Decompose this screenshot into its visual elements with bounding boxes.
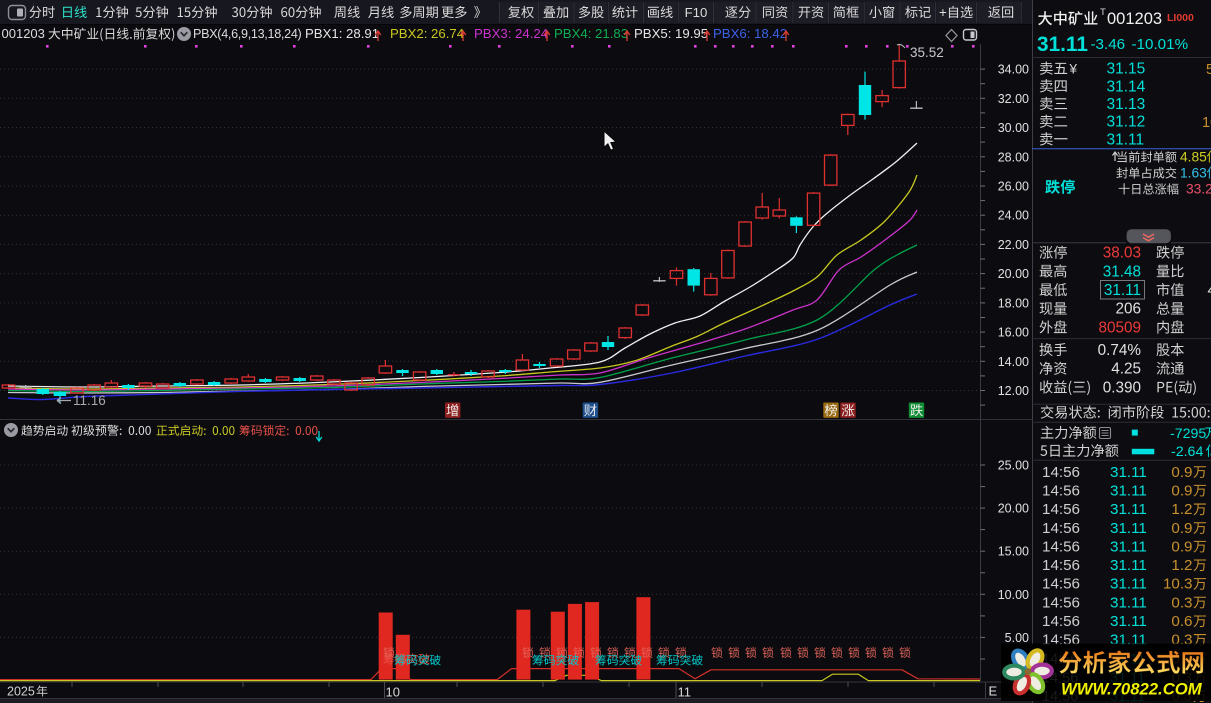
svg-text:22.00: 22.00 xyxy=(998,238,1029,252)
svg-text:10.3: 10.3 xyxy=(1163,576,1193,593)
svg-text:31.11: 31.11 xyxy=(1110,557,1147,574)
svg-text:0.74%: 0.74% xyxy=(1098,342,1142,359)
svg-text:-10.01%: -10.01% xyxy=(1132,36,1189,53)
svg-text:5.00: 5.00 xyxy=(1005,631,1029,645)
svg-text:PBX5: 19.95: PBX5: 19.95 xyxy=(634,26,708,41)
svg-text:14:56: 14:56 xyxy=(1042,613,1080,630)
svg-text:31.11: 31.11 xyxy=(1107,131,1145,148)
svg-text:0.9: 0.9 xyxy=(1171,482,1192,499)
svg-text:31.11: 31.11 xyxy=(1110,482,1147,499)
svg-text:5: 5 xyxy=(1206,62,1211,78)
svg-text:30.00: 30.00 xyxy=(998,121,1029,135)
svg-text:26.00: 26.00 xyxy=(998,180,1029,194)
svg-text:2025: 2025 xyxy=(7,685,35,699)
svg-text:1.2: 1.2 xyxy=(1171,557,1192,574)
svg-text:14:56: 14:56 xyxy=(1042,482,1080,499)
svg-text:PBX4: 21.83: PBX4: 21.83 xyxy=(554,26,628,41)
svg-text:001203: 001203 xyxy=(1107,10,1162,28)
svg-text:14:56: 14:56 xyxy=(1042,557,1080,574)
svg-text:PBX(4,6,9,13,18,24): PBX(4,6,9,13,18,24) xyxy=(193,27,302,41)
svg-text:31.11: 31.11 xyxy=(1110,613,1147,630)
svg-text:25.00: 25.00 xyxy=(998,459,1029,473)
svg-text:0.9: 0.9 xyxy=(1171,520,1192,537)
svg-text:F10: F10 xyxy=(685,5,708,20)
svg-text:32.00: 32.00 xyxy=(998,92,1029,106)
svg-text:31.11: 31.11 xyxy=(1110,464,1147,481)
svg-text:-2.64: -2.64 xyxy=(1171,444,1203,460)
svg-text:38.03: 38.03 xyxy=(1103,245,1141,262)
svg-text:31.11: 31.11 xyxy=(1037,33,1088,56)
svg-text:14.00: 14.00 xyxy=(998,355,1029,369)
svg-text:PBX2: 26.74: PBX2: 26.74 xyxy=(390,26,464,41)
svg-text:34.00: 34.00 xyxy=(998,63,1029,77)
svg-text:35.52: 35.52 xyxy=(910,45,944,60)
svg-text:0.9: 0.9 xyxy=(1171,464,1192,481)
svg-text:80509: 80509 xyxy=(1098,319,1141,336)
svg-text:31.11: 31.11 xyxy=(1110,520,1147,537)
svg-text:10.00: 10.00 xyxy=(998,588,1029,602)
svg-text:14:56: 14:56 xyxy=(1042,538,1080,555)
svg-text:10: 10 xyxy=(386,685,400,700)
svg-text:18.00: 18.00 xyxy=(998,296,1029,310)
svg-text:31.11: 31.11 xyxy=(1110,501,1147,518)
svg-text:0.9: 0.9 xyxy=(1171,538,1192,555)
svg-text:31.15: 31.15 xyxy=(1107,61,1146,78)
svg-text:33.29: 33.29 xyxy=(1186,182,1211,197)
svg-text:WWW.70822.COM: WWW.70822.COM xyxy=(1061,679,1203,698)
svg-text:1.63: 1.63 xyxy=(1180,166,1207,181)
svg-text:20.00: 20.00 xyxy=(998,502,1029,516)
svg-text:24.00: 24.00 xyxy=(998,209,1029,223)
svg-text:31.14: 31.14 xyxy=(1107,78,1146,95)
svg-text:1.2: 1.2 xyxy=(1171,501,1192,518)
svg-text:-7295: -7295 xyxy=(1170,426,1206,442)
svg-text:10: 10 xyxy=(1202,115,1211,131)
svg-text:4.25: 4.25 xyxy=(1111,361,1141,378)
svg-text:-3.46: -3.46 xyxy=(1091,36,1126,53)
svg-text:4.85: 4.85 xyxy=(1180,150,1207,165)
svg-text:20.00: 20.00 xyxy=(998,267,1029,281)
svg-text:14:56: 14:56 xyxy=(1042,594,1080,611)
svg-text:14:56: 14:56 xyxy=(1042,501,1080,518)
svg-text:14:56: 14:56 xyxy=(1042,520,1080,537)
svg-text:+: + xyxy=(939,5,947,20)
svg-text:31.12: 31.12 xyxy=(1107,114,1146,131)
svg-text:31.11: 31.11 xyxy=(1110,576,1147,593)
svg-text:31.13: 31.13 xyxy=(1107,96,1146,113)
svg-text:11.16: 11.16 xyxy=(73,393,106,408)
svg-text:31.48: 31.48 xyxy=(1103,263,1141,280)
svg-text:15.00: 15.00 xyxy=(998,545,1029,559)
svg-text:31.11: 31.11 xyxy=(1110,538,1147,555)
svg-text:4: 4 xyxy=(1208,282,1211,299)
svg-text:206: 206 xyxy=(1115,301,1141,318)
svg-text:T: T xyxy=(1100,7,1106,18)
svg-text:16.00: 16.00 xyxy=(998,326,1029,340)
svg-text:PBX3: 24.24: PBX3: 24.24 xyxy=(474,26,548,41)
svg-text:LI000: LI000 xyxy=(1167,12,1194,24)
svg-text:11: 11 xyxy=(678,685,692,700)
svg-text:0.6: 0.6 xyxy=(1171,613,1192,630)
svg-text:12.00: 12.00 xyxy=(998,384,1029,398)
svg-text:31.11: 31.11 xyxy=(1104,282,1141,299)
svg-text:PBX6: 18.42: PBX6: 18.42 xyxy=(713,26,787,41)
svg-text:14:56: 14:56 xyxy=(1042,464,1080,481)
svg-text:28.00: 28.00 xyxy=(998,150,1029,164)
svg-text:PBX1: 28.91: PBX1: 28.91 xyxy=(305,26,379,41)
svg-text:E: E xyxy=(989,684,998,699)
svg-text:001203: 001203 xyxy=(2,26,45,41)
svg-text:¥: ¥ xyxy=(1069,62,1078,77)
svg-text:0.3: 0.3 xyxy=(1171,594,1192,611)
svg-text:14:56: 14:56 xyxy=(1042,576,1080,593)
svg-text:31.11: 31.11 xyxy=(1110,594,1147,611)
svg-text:0.390: 0.390 xyxy=(1103,379,1141,396)
